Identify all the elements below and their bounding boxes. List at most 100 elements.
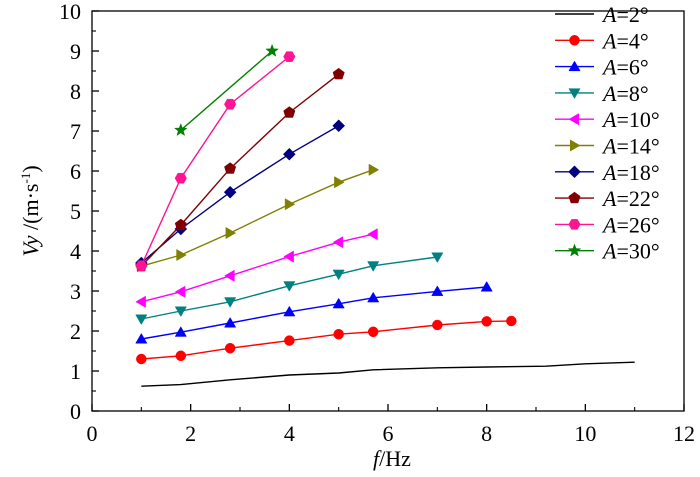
data-point [136, 353, 147, 365]
data-point [224, 98, 237, 110]
data-point [284, 335, 295, 346]
legend-marker [568, 191, 581, 204]
data-point [224, 342, 236, 354]
x-axis: 0 2 4 6 8 10 12 [87, 404, 695, 446]
data-point [367, 326, 379, 338]
y-tick-label: 10 [59, 0, 81, 24]
x-tick-label: 6 [383, 421, 394, 446]
legend-label: A=2° [601, 2, 649, 27]
series-2 [136, 315, 517, 365]
series-5 [135, 228, 378, 308]
legend-label: A=14° [601, 134, 660, 159]
y-axis-label: Vy /(m·s-1) [18, 165, 43, 256]
data-point [332, 119, 346, 133]
legend-entry: A=30° [555, 239, 660, 264]
legend-marker [568, 165, 581, 179]
x-tick-label: 4 [284, 421, 295, 446]
series-6 [136, 163, 380, 273]
legend-label: A=8° [601, 81, 649, 106]
data-point [332, 297, 345, 309]
data-point [332, 236, 344, 249]
y-tick-label: 1 [70, 359, 81, 384]
series-3 [135, 281, 493, 344]
legend: A=2°A=4°A=6°A=8°A=10°A=14°A=18°A=22°A=26… [555, 2, 660, 264]
data-point [224, 269, 235, 282]
legend-entry: A=18° [555, 160, 660, 185]
y-tick-label: 8 [70, 79, 81, 104]
legend-label: A=10° [601, 107, 660, 132]
y-tick-label: 7 [70, 119, 81, 144]
x-tick-label: 12 [673, 421, 695, 446]
data-point [284, 198, 296, 211]
series-line [180, 50, 273, 131]
series-7 [134, 119, 346, 270]
data-point [334, 176, 345, 189]
legend-marker [568, 113, 579, 126]
data-point [225, 226, 237, 240]
x-tick-label: 2 [185, 421, 196, 446]
series-1 [141, 361, 635, 387]
y-tick-label: 6 [70, 159, 81, 184]
legend-label: A=22° [601, 186, 660, 211]
data-point [432, 319, 443, 331]
series-4 [135, 252, 444, 325]
data-point [174, 285, 186, 298]
legend-entry: A=4° [555, 28, 649, 53]
x-axis-label: f/Hz [373, 446, 411, 471]
legend-marker [568, 88, 581, 99]
data-point [332, 67, 345, 80]
legend-entry: A=6° [555, 55, 649, 80]
data-point [223, 185, 237, 199]
x-tick-label: 8 [481, 421, 492, 446]
series-layer [134, 43, 635, 387]
data-point [135, 260, 148, 272]
data-point [174, 218, 187, 231]
data-point [367, 228, 378, 241]
y-tick-label: 3 [70, 279, 81, 304]
data-point [174, 172, 187, 184]
y-tick-label: 0 [70, 399, 81, 424]
data-point [224, 162, 237, 174]
data-point [224, 317, 237, 328]
legend-marker [568, 219, 581, 230]
y-axis: 0 1 2 3 4 5 6 7 8 9 10 [59, 0, 99, 424]
legend-marker [569, 35, 580, 46]
legend-entry: A=14° [555, 134, 660, 159]
legend-marker [570, 139, 581, 152]
data-point [135, 333, 148, 344]
data-point [367, 261, 380, 272]
legend-entry: A=8° [555, 81, 649, 106]
series-line [141, 320, 512, 360]
legend-label: A=6° [601, 55, 649, 80]
y-tick-label: 4 [70, 239, 81, 264]
data-point [431, 252, 444, 263]
legend-label: A=18° [601, 160, 660, 185]
legend-label: A=26° [601, 212, 660, 237]
legend-entry: A=26° [555, 212, 660, 237]
data-point [224, 297, 237, 308]
data-point [481, 316, 492, 327]
series-line [141, 361, 635, 387]
series-line [141, 286, 487, 340]
data-point [135, 314, 148, 325]
data-point [333, 328, 344, 340]
data-point [283, 106, 296, 118]
y-tick-label: 5 [70, 199, 81, 224]
legend-entry: A=22° [555, 186, 660, 211]
data-point [174, 306, 187, 317]
data-point [176, 248, 187, 262]
series-line [140, 125, 340, 264]
y-tick-label: 9 [70, 39, 81, 64]
data-point [282, 147, 296, 161]
x-tick-label: 0 [87, 421, 98, 446]
legend-label: A=30° [601, 239, 660, 264]
series-10 [173, 43, 279, 137]
legend-entry: A=10° [555, 107, 660, 132]
data-point [175, 350, 187, 362]
y-tick-label: 2 [70, 319, 81, 344]
series-line [140, 56, 290, 267]
legend-marker [567, 243, 582, 257]
data-point [480, 281, 493, 292]
data-point [368, 163, 380, 176]
